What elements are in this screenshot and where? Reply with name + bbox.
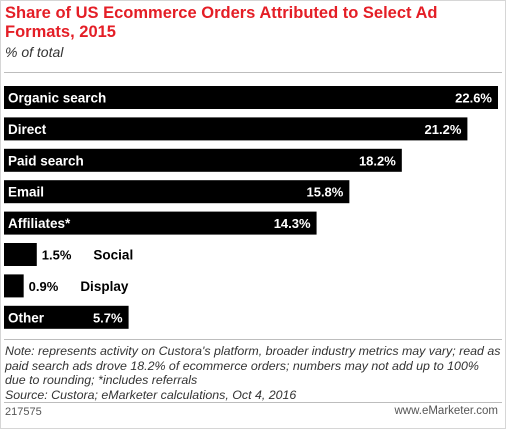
source-text: Source: Custora; eMarketer calculations,… bbox=[5, 387, 297, 402]
value-label-display: 0.9% bbox=[29, 279, 59, 294]
chart-subtitle: % of total bbox=[5, 44, 64, 60]
category-label-paid-search: Paid search bbox=[8, 153, 84, 168]
bar-other bbox=[4, 305, 129, 329]
value-label-affiliates: 14.3% bbox=[274, 216, 311, 231]
note-text: Note: represents activity on Custora's p… bbox=[5, 344, 501, 388]
top-divider bbox=[4, 72, 502, 73]
value-label-paid-search: 18.2% bbox=[359, 153, 396, 168]
bar-organic-search bbox=[4, 86, 498, 109]
bar-display bbox=[4, 274, 24, 298]
bar-direct bbox=[4, 117, 468, 141]
chart-title: Share of US Ecommerce Orders Attributed … bbox=[5, 4, 438, 41]
category-label-affiliates: Affiliates* bbox=[8, 216, 71, 231]
bar-chart: Organic search 22.6% Direct 21.2% Paid searc… bbox=[4, 86, 498, 329]
category-label-display: Display bbox=[80, 279, 129, 294]
category-label-email: Email bbox=[8, 185, 44, 200]
value-label-organic-search: 22.6% bbox=[455, 91, 492, 106]
value-label-social: 1.5% bbox=[42, 248, 72, 263]
category-label-direct: Direct bbox=[8, 122, 47, 137]
value-label-direct: 21.2% bbox=[425, 122, 462, 137]
brand-url: www.eMarketer.com bbox=[394, 405, 498, 417]
chart-id: 217575 bbox=[5, 406, 42, 418]
footer-divider bbox=[4, 402, 502, 403]
bar-email bbox=[4, 180, 350, 204]
bottom-divider bbox=[4, 339, 502, 340]
category-label-other: Other bbox=[8, 310, 45, 325]
bar-social bbox=[4, 243, 37, 266]
value-label-email: 15.8% bbox=[306, 185, 343, 200]
category-label-social: Social bbox=[93, 248, 133, 263]
category-label-organic-search: Organic search bbox=[8, 91, 106, 106]
bar-paid-search bbox=[4, 148, 402, 172]
value-label-other: 5.7% bbox=[93, 310, 123, 325]
bar-affiliates bbox=[4, 211, 317, 235]
footnote: Note: represents activity on Custora's p… bbox=[5, 344, 501, 402]
